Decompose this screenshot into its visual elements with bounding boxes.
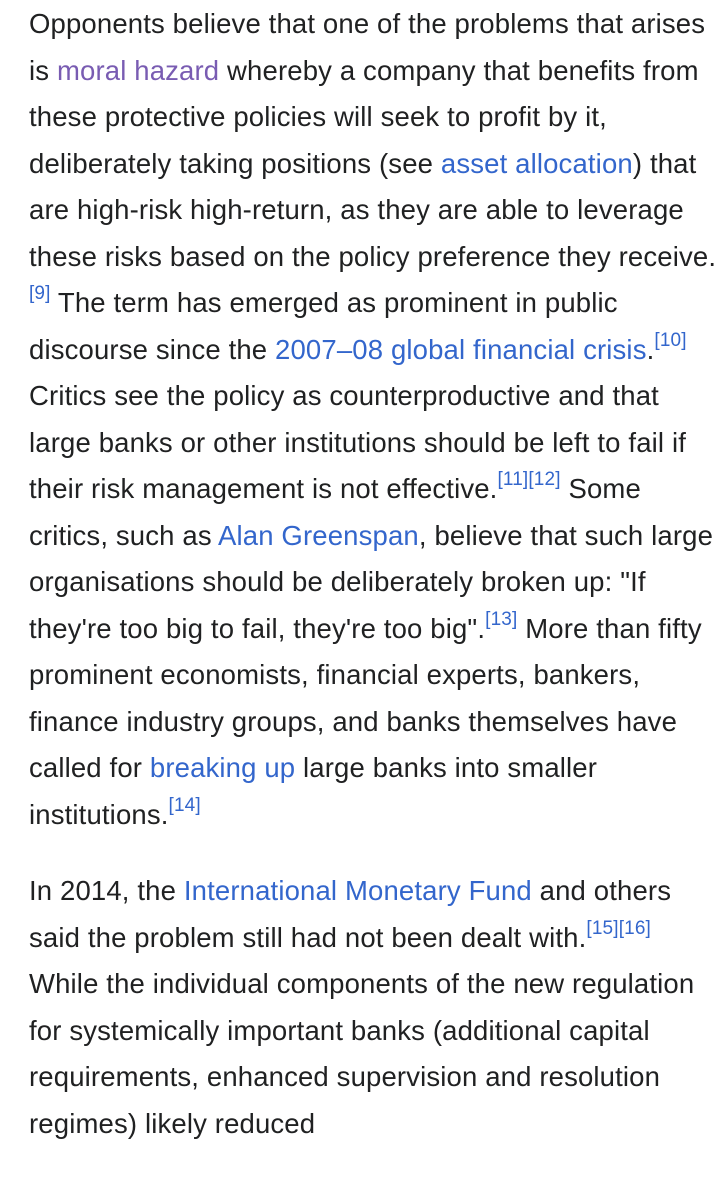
link-moral-hazard[interactable]: moral hazard — [56, 54, 220, 86]
paragraph-text: More than fifty prominent economists, fi… — [29, 612, 702, 784]
paragraph: Opponents believe that one of the proble… — [29, 1, 719, 838]
citation-10[interactable]: [10] — [654, 329, 687, 351]
link-asset-allocation[interactable]: asset allocation — [440, 147, 633, 179]
paragraph-text: Critics see the policy as counterproduct… — [29, 380, 686, 504]
paragraph-text: , believe that such large organisations … — [29, 519, 714, 644]
citation-11[interactable]: [11] — [497, 469, 529, 490]
paragraph-text: and others said the problem still had no… — [29, 875, 672, 953]
link-financial-crisis[interactable]: 2007–08 global financial crisis — [275, 333, 647, 365]
paragraph-text: whereby a company that benefits from the… — [29, 54, 699, 179]
paragraph-text: In 2014, the — [29, 875, 184, 906]
article-body: Opponents believe that one of the proble… — [29, 0, 719, 1147]
paragraph-text: large banks into smaller institutions. — [29, 752, 598, 830]
paragraph-text: . — [646, 333, 655, 365]
citation-15[interactable]: [15] — [586, 917, 619, 939]
paragraph-text: While the individual components of the n… — [29, 968, 695, 1139]
citation-13[interactable]: [13] — [485, 608, 518, 630]
link-imf[interactable]: International Monetary Fund — [183, 875, 532, 906]
paragraph-text: Opponents believe that one of the proble… — [29, 8, 706, 86]
citation-16[interactable]: [16] — [618, 917, 651, 939]
paragraph-text: ) that are high-risk high-return, as the… — [29, 147, 717, 272]
citation-9[interactable]: [9] — [29, 283, 51, 304]
citation-12[interactable]: [12] — [528, 469, 561, 490]
paragraph: In 2014, the International Monetary Fund… — [29, 868, 719, 1147]
citation-14[interactable]: [14] — [168, 794, 201, 816]
paragraph-text: The term has emerged as prominent in pub… — [29, 287, 618, 365]
link-alan-greenspan[interactable]: Alan Greenspan — [218, 519, 419, 551]
paragraph-text: Some critics, such as — [29, 473, 641, 551]
link-breaking-up[interactable]: breaking up — [149, 752, 296, 783]
